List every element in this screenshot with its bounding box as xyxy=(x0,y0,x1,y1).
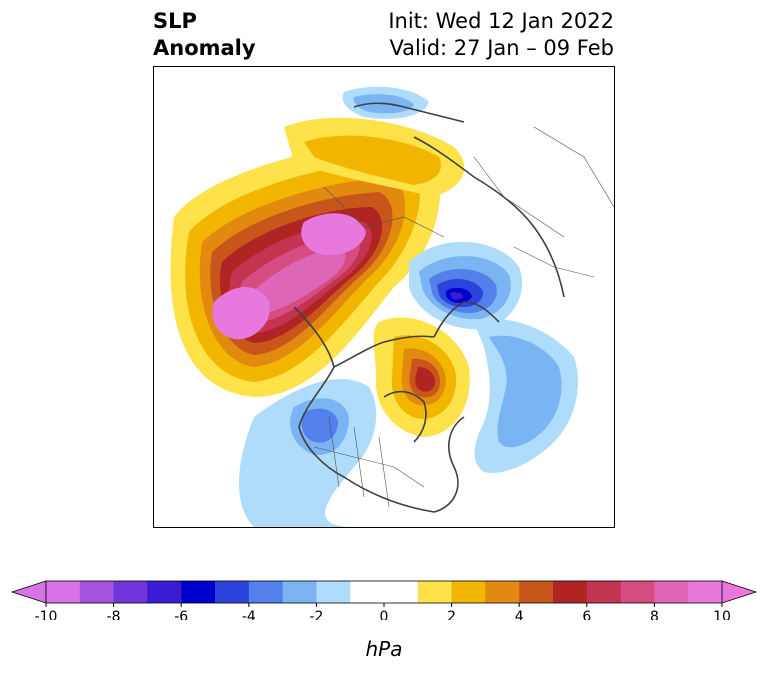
anomaly-map xyxy=(170,86,614,527)
colorbar-swatch xyxy=(147,581,182,603)
map-panel xyxy=(153,66,615,528)
high-anomaly-alaska xyxy=(170,137,441,397)
init-date: Init: Wed 12 Jan 2022 xyxy=(388,9,614,33)
colorbar-tick-label: 8 xyxy=(650,609,659,620)
low-anomaly-atlantic xyxy=(474,318,578,473)
colorbar-swatch xyxy=(654,581,689,603)
title-variable: SLP xyxy=(153,9,197,33)
low-anomaly-russia xyxy=(342,86,429,119)
colorbar-swatch xyxy=(451,581,486,603)
colorbar-swatch xyxy=(215,581,250,603)
colorbar-unit-label: hPa xyxy=(365,637,403,661)
colorbar-swatch xyxy=(46,581,81,603)
colorbar-swatch xyxy=(282,581,317,603)
colorbar-tick-label: -4 xyxy=(242,609,256,620)
chart-title: SLP Anomaly xyxy=(153,8,256,62)
colorbar-swatch xyxy=(350,581,385,603)
colorbar-swatch xyxy=(417,581,453,603)
colorbar-tick-label: 10 xyxy=(713,609,731,620)
colorbar-swatch xyxy=(688,581,723,603)
colorbar-swatch xyxy=(113,581,148,603)
colorbar-extend-max xyxy=(721,580,758,604)
coastlines xyxy=(293,102,565,513)
colorbar-tick-label: -10 xyxy=(35,609,58,620)
colorbar-swatch xyxy=(586,581,622,603)
colorbar-extend-min xyxy=(10,580,47,604)
title-type: Anomaly xyxy=(153,36,256,60)
colorbar: -10 -8 -6 -4 -2 0 2 4 6 8 10 xyxy=(10,580,758,620)
colorbar-swatch xyxy=(248,581,284,603)
chart-dates: Init: Wed 12 Jan 2022 Valid: 27 Jan – 09… xyxy=(388,8,614,62)
high-anomaly-greenland xyxy=(373,317,470,437)
colorbar-tick-label: 2 xyxy=(447,609,456,620)
colorbar-swatch xyxy=(316,581,351,603)
colorbar-swatch xyxy=(181,581,216,603)
colorbar-tick-label: -8 xyxy=(107,609,121,620)
colorbar-tick-label: 0 xyxy=(380,609,389,620)
colorbar-swatch xyxy=(384,581,419,603)
colorbar-swatch xyxy=(485,581,520,603)
country-borders xyxy=(313,126,614,508)
colorbar-tick-label: -6 xyxy=(174,609,188,620)
colorbar-tick-label: -2 xyxy=(309,609,323,620)
colorbar-tick-label: 4 xyxy=(515,609,524,620)
low-anomaly-europe xyxy=(409,241,523,330)
valid-period: Valid: 27 Jan – 09 Feb xyxy=(389,36,614,60)
colorbar-swatch xyxy=(79,581,115,603)
colorbar-swatch xyxy=(553,581,588,603)
low-anomaly-north-america xyxy=(239,378,377,527)
colorbar-swatch xyxy=(519,581,554,603)
colorbar-tick-label: 6 xyxy=(582,609,591,620)
colorbar-swatch xyxy=(620,581,655,603)
high-anomaly-arctic xyxy=(284,117,465,197)
